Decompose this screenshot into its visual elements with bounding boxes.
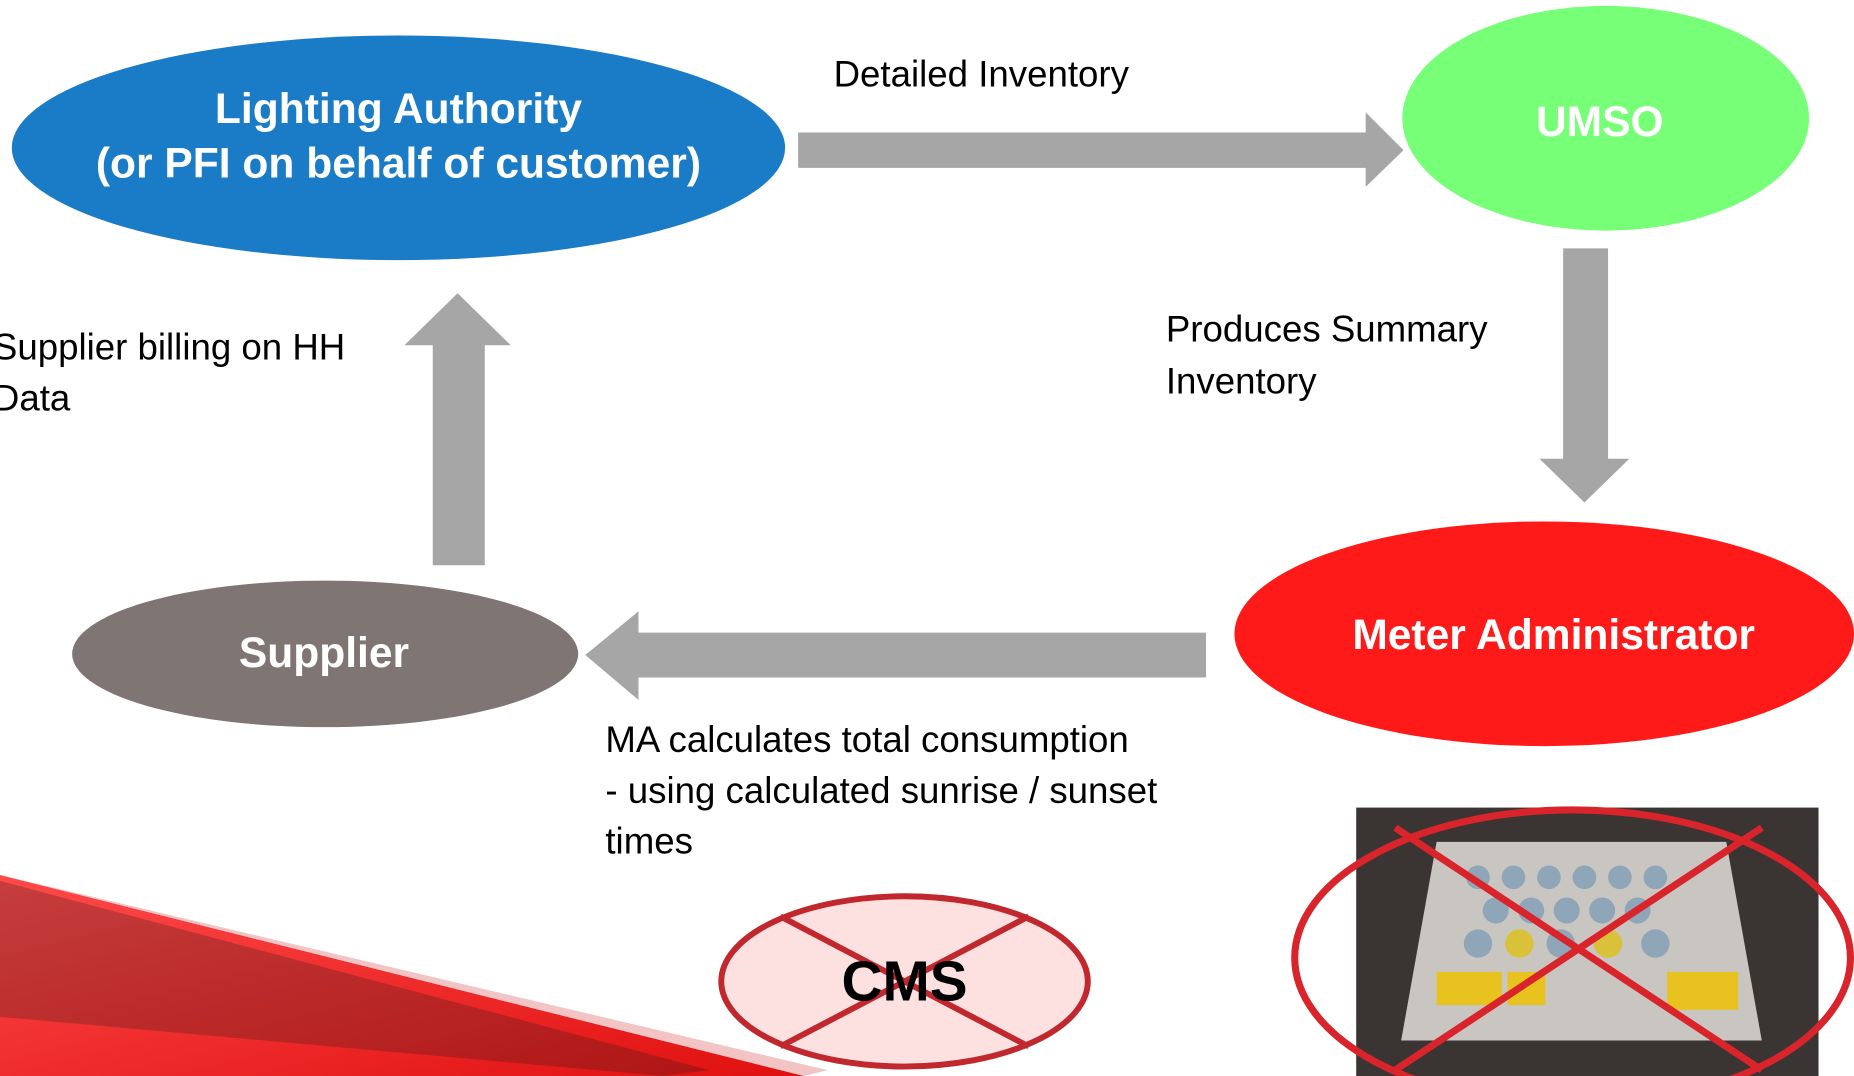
cross-line [1393, 824, 1764, 1074]
cross-ellipse [1291, 806, 1854, 1076]
node-label: (or PFI on behalf of customer) [96, 139, 701, 187]
edge-label: Detailed Inventory [834, 53, 1130, 94]
edge-label: MA calculates total consumption [605, 719, 1128, 760]
cross-line [779, 913, 1031, 1050]
edge-label: Supplier billing on HH [0, 326, 345, 367]
edge-label: Data [0, 377, 71, 418]
swoosh-edge [0, 874, 828, 1076]
swoosh-shadow [0, 880, 710, 1076]
arrow-left [585, 611, 1207, 700]
node-label: Meter Administrator [1352, 611, 1755, 659]
arrow-right [798, 112, 1404, 187]
edge-label: Produces Summary [1166, 309, 1488, 350]
cms-label: CMS [841, 950, 967, 1013]
edge-label: Inventory [1166, 361, 1317, 402]
arrow-down [1539, 248, 1630, 503]
node-label: UMSO [1536, 98, 1664, 146]
edge-label: times [605, 821, 693, 862]
edge-label: - using calculated sunrise / sunset [605, 770, 1157, 811]
node-label: Supplier [239, 629, 409, 677]
node-ellipse [11, 35, 786, 261]
arrow-up [404, 293, 511, 566]
node-ellipse [72, 580, 579, 728]
node-ellipse [1402, 5, 1810, 231]
node-label: Lighting Authority [215, 85, 582, 133]
node-ellipse [1234, 521, 1854, 747]
